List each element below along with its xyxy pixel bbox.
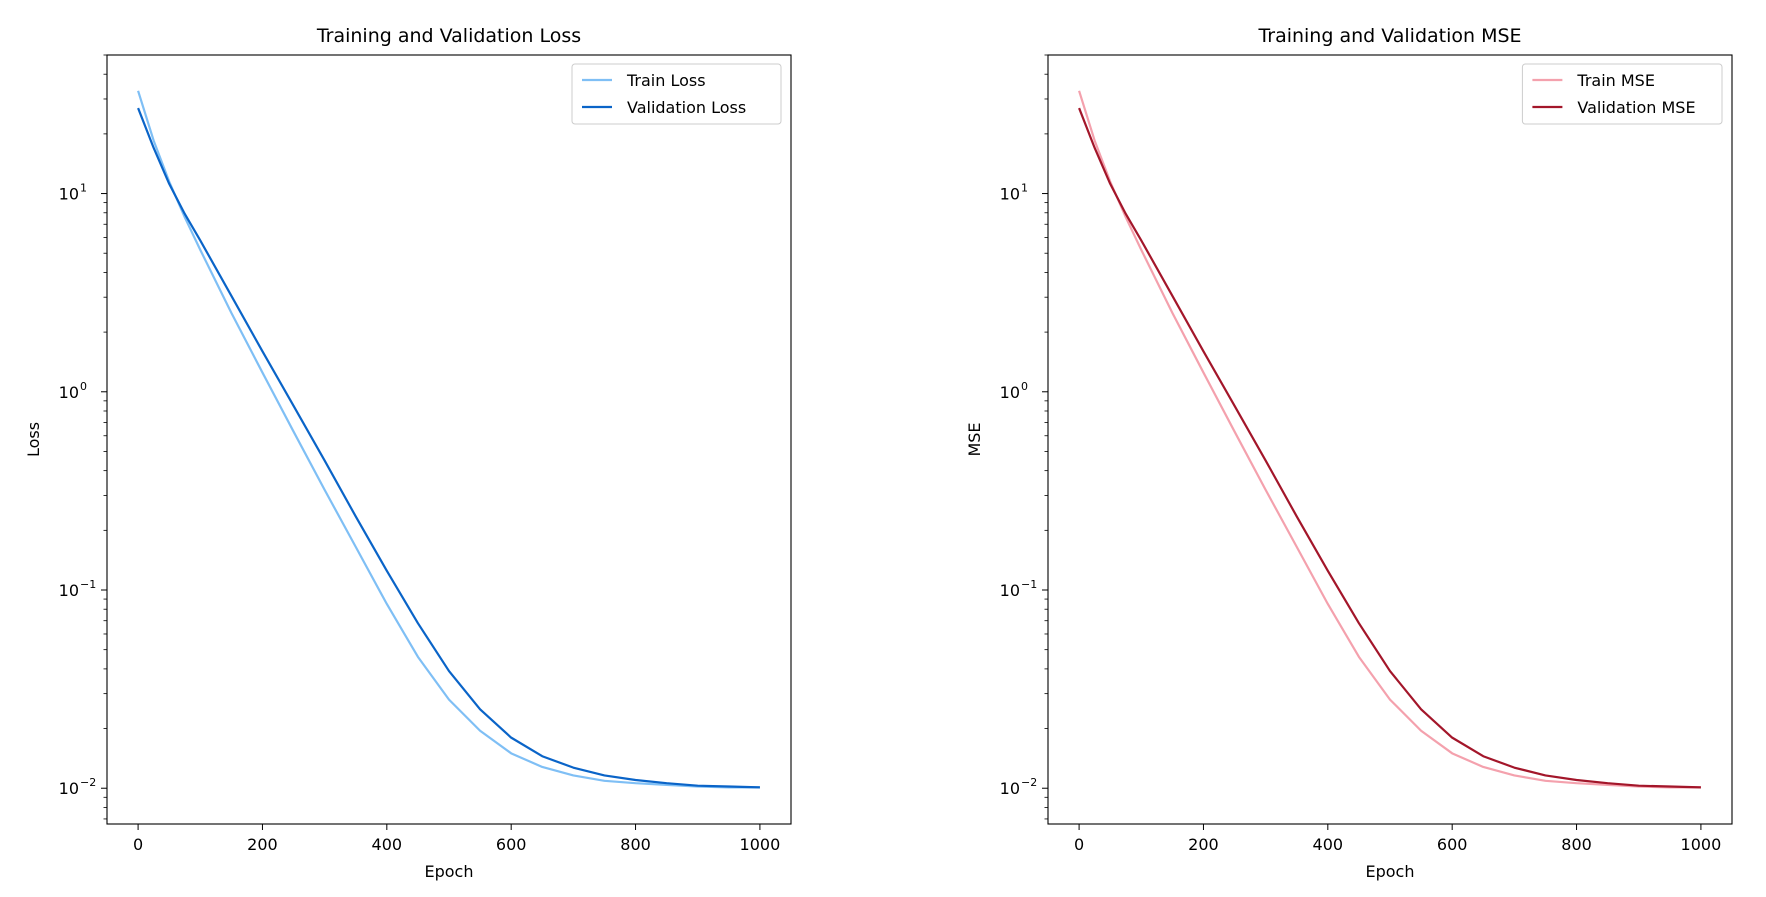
y-axis-label: Loss (24, 422, 43, 457)
loss-chart: Training and Validation Loss 0 200 400 600 80… (24, 25, 792, 881)
x-axis-label: Epoch (1366, 862, 1415, 881)
axes-frame (1047, 54, 1733, 825)
x-tick-label: 400 (1313, 835, 1344, 854)
y-tick-base: 10 (1000, 185, 1020, 204)
y-tick-exponent: −2 (1021, 776, 1037, 789)
x-tick-label: 800 (1561, 835, 1592, 854)
x-tick-label: 400 (372, 835, 403, 854)
legend: Train Loss Validation Loss (571, 63, 782, 125)
y-tick-exponent: 1 (80, 182, 87, 195)
y-tick-base: 10 (59, 383, 79, 402)
x-tick-label: 600 (496, 835, 527, 854)
y-tick-exponent: −2 (80, 776, 96, 789)
x-tick-label: 800 (620, 835, 651, 854)
y-tick-base: 10 (1000, 383, 1020, 402)
y-tick-exponent: −1 (1021, 578, 1037, 591)
y-tick-label: 10 (59, 185, 79, 204)
y-tick-label: 10 (59, 779, 79, 798)
legend-label-train-mse: Train MSE (1576, 71, 1655, 90)
y-tick-label: 10 (1000, 581, 1020, 600)
y-axis-label: MSE (965, 422, 984, 456)
series-line-validation-loss (137, 107, 760, 789)
y-tick-base: 10 (59, 779, 79, 798)
x-axis-label: Epoch (425, 862, 474, 881)
series-line-validation-mse (1078, 107, 1701, 789)
y-tick-label: 10 (1000, 779, 1020, 798)
legend-label-train-loss: Train Loss (626, 71, 706, 90)
legend-label-validation-loss: Validation Loss (627, 98, 746, 117)
y-tick-base: 10 (1000, 581, 1020, 600)
series-line-train-mse (1078, 90, 1701, 789)
x-tick-label: 0 (1074, 835, 1084, 854)
y-tick-base: 10 (59, 185, 79, 204)
x-tick-label: 200 (1188, 835, 1219, 854)
x-tick-label: 0 (133, 835, 143, 854)
mse-chart: Training and Validation MSE 0 200 400 600 800… (965, 25, 1733, 881)
x-tick-label: 1000 (1681, 835, 1722, 854)
y-tick-base: 10 (59, 581, 79, 600)
y-tick-label: 10 (59, 383, 79, 402)
y-tick-exponent: −1 (80, 578, 96, 591)
legend-label-validation-mse: Validation MSE (1577, 98, 1695, 117)
chart-title: Training and Validation Loss (316, 25, 581, 47)
legend-box (571, 63, 782, 125)
y-tick-exponent: 0 (1021, 380, 1028, 393)
series-line-train-loss (137, 90, 760, 789)
legend-box (1521, 63, 1723, 125)
y-tick-label: 10 (59, 581, 79, 600)
x-tick-label: 200 (247, 835, 278, 854)
legend: Train MSE Validation MSE (1521, 63, 1723, 125)
series-lines (1078, 90, 1701, 789)
x-tick-label: 600 (1437, 835, 1468, 854)
y-tick-label: 10 (1000, 383, 1020, 402)
y-tick-label: 10 (1000, 185, 1020, 204)
y-tick-exponent: 0 (80, 380, 87, 393)
x-tick-label: 1000 (740, 835, 781, 854)
chart-title: Training and Validation MSE (1257, 25, 1521, 47)
y-tick-base: 10 (1000, 779, 1020, 798)
series-lines (137, 90, 760, 789)
axes-frame (106, 54, 792, 825)
y-tick-exponent: 1 (1021, 182, 1028, 195)
